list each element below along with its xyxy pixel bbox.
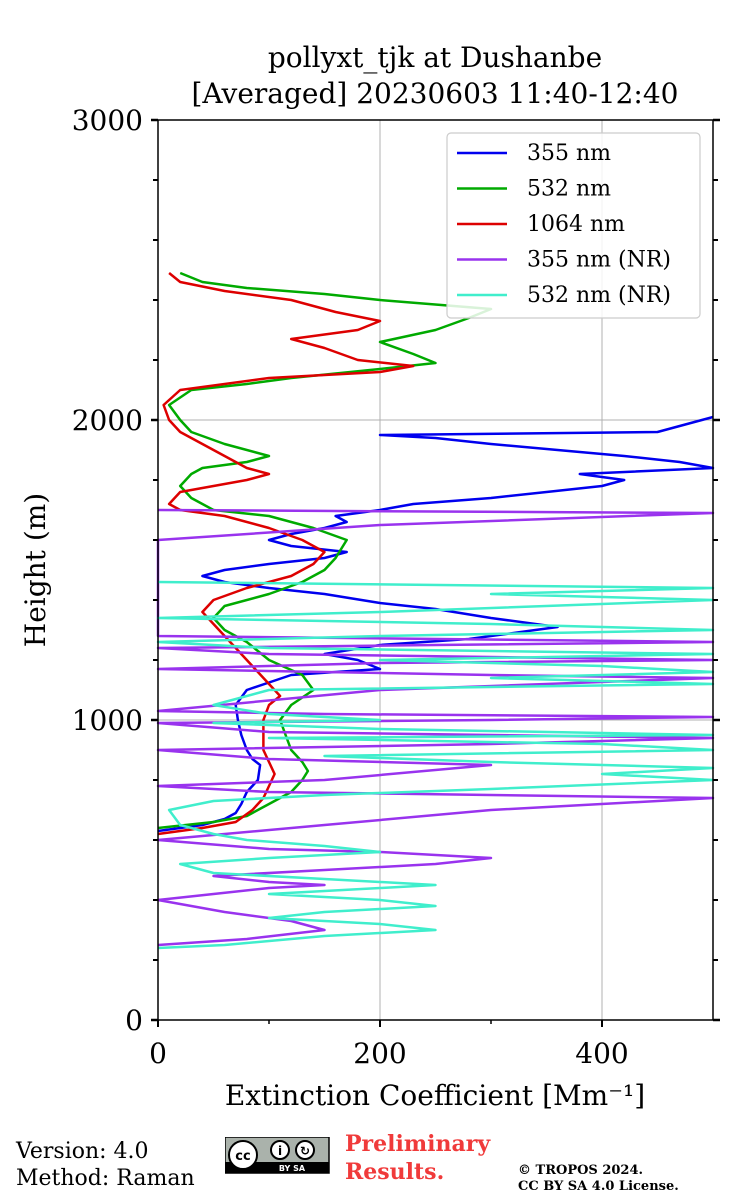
y-tick-label-2: 2000 — [72, 404, 143, 437]
cc-badge-text: BY SA — [279, 1164, 306, 1173]
x-axis-label: Extinction Coefficient [Mm⁻¹] — [225, 1079, 645, 1112]
x-tick-label-1: 200 — [353, 1037, 406, 1070]
chart-title-line-2: [Averaged] 20230603 11:40-12:40 — [191, 77, 679, 110]
legend-label-1: 532 nm — [527, 177, 611, 202]
series-line-3 — [156, 508, 715, 947]
series-line-4 — [156, 580, 715, 950]
tick-labels: 0 200 400 0 1000 2000 3000 — [72, 104, 629, 1070]
x-tick-label-2: 400 — [575, 1037, 628, 1070]
plot-frame — [157, 119, 714, 1021]
svg-text:cc: cc — [235, 1149, 250, 1164]
y-tick-label-1: 1000 — [72, 704, 143, 737]
series-line-2 — [157, 272, 415, 836]
copyright-line-2: CC BY SA 4.0 License. — [518, 1179, 679, 1194]
copyright-notice: © TROPOS 2024. CC BY SA 4.0 License. — [518, 1163, 679, 1195]
preliminary-line-2: Results. — [345, 1159, 445, 1185]
y-tick-label-0: 0 — [125, 1004, 143, 1037]
y-tick-label-3: 3000 — [72, 104, 143, 137]
method-text: Method: Raman — [16, 1166, 195, 1191]
legend-label-0: 355 nm — [527, 141, 611, 166]
footer-info: Version: 4.0 Method: Raman — [16, 1138, 195, 1192]
legend-label-2: 1064 nm — [527, 212, 625, 237]
version-text: Version: 4.0 — [16, 1139, 149, 1164]
svg-text:↻: ↻ — [300, 1144, 310, 1158]
legend: 355 nm 532 nm 1064 nm 355 nm (NR) 532 nm (NR… — [446, 132, 701, 319]
chart-title-line-1: pollyxt_tjk at Dushanbe — [267, 41, 603, 74]
cc-license-icon: cc i ↻ BY SA — [225, 1137, 330, 1174]
y-axis-label: Height (m) — [19, 493, 52, 647]
svg-text:i: i — [278, 1144, 282, 1158]
legend-label-3: 355 nm (NR) — [527, 248, 671, 273]
x-tick-label-0: 0 — [149, 1037, 167, 1070]
legend-box — [446, 132, 701, 319]
legend-label-4: 532 nm (NR) — [527, 283, 671, 308]
preliminary-line-1: Preliminary — [345, 1131, 491, 1157]
series-line-1 — [157, 271, 493, 830]
plot-lines — [156, 271, 715, 950]
copyright-line-1: © TROPOS 2024. — [518, 1163, 644, 1178]
preliminary-notice: Preliminary Results. — [345, 1130, 490, 1186]
ticks — [151, 118, 720, 1027]
